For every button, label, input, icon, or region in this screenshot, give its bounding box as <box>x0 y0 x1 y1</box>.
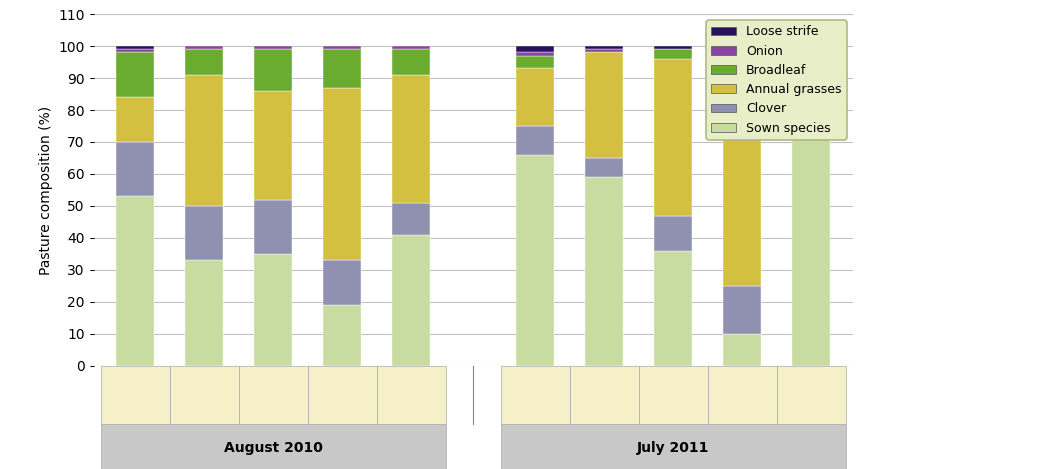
Bar <box>323 46 361 49</box>
Bar <box>116 46 154 49</box>
Bar <box>639 366 708 424</box>
Bar <box>516 155 554 366</box>
Bar <box>323 260 361 305</box>
Bar <box>101 424 445 469</box>
Bar <box>116 49 154 53</box>
Bar <box>792 116 830 139</box>
Bar <box>185 49 223 75</box>
Bar <box>185 46 223 49</box>
Bar <box>708 366 777 424</box>
Bar <box>392 46 431 49</box>
Bar <box>516 46 554 53</box>
Bar <box>724 78 761 286</box>
Text: August 2010: August 2010 <box>224 441 322 455</box>
Bar <box>724 46 761 56</box>
Bar <box>254 199 292 254</box>
Bar <box>724 56 761 78</box>
Bar <box>724 334 761 366</box>
Y-axis label: Pasture composition (%): Pasture composition (%) <box>38 106 52 274</box>
Bar <box>501 366 570 424</box>
Bar <box>792 49 830 116</box>
Bar <box>185 206 223 260</box>
Bar <box>792 139 830 366</box>
Bar <box>516 126 554 155</box>
Bar <box>654 46 693 49</box>
Bar <box>586 49 623 53</box>
Bar <box>516 56 554 68</box>
Bar <box>792 46 830 49</box>
Bar <box>116 197 154 366</box>
Bar <box>570 366 639 424</box>
Bar <box>254 46 292 49</box>
Bar <box>586 158 623 177</box>
Bar <box>777 366 846 424</box>
Bar <box>654 59 693 216</box>
Bar <box>654 49 693 59</box>
Bar <box>586 46 623 49</box>
Bar <box>586 53 623 158</box>
Bar <box>308 366 376 424</box>
Bar <box>116 97 154 142</box>
Bar <box>116 53 154 97</box>
Bar <box>323 49 361 88</box>
Bar <box>185 75 223 206</box>
Legend: Loose strife, Onion, Broadleaf, Annual grasses, Clover, Sown species: Loose strife, Onion, Broadleaf, Annual g… <box>706 20 847 140</box>
Bar <box>392 75 431 203</box>
Bar <box>392 49 431 75</box>
Bar <box>724 286 761 334</box>
Bar <box>516 53 554 56</box>
Bar <box>501 424 846 469</box>
Bar <box>376 366 445 424</box>
Bar <box>254 91 292 199</box>
Bar <box>238 366 308 424</box>
Bar <box>254 49 292 91</box>
Bar <box>654 216 693 251</box>
Bar <box>323 88 361 260</box>
Bar <box>586 177 623 366</box>
Bar <box>323 305 361 366</box>
Bar <box>392 203 431 234</box>
Bar <box>654 251 693 366</box>
Bar <box>516 68 554 126</box>
Bar <box>170 366 238 424</box>
Bar <box>101 366 170 424</box>
Bar <box>392 234 431 366</box>
Bar <box>185 260 223 366</box>
Text: July 2011: July 2011 <box>638 441 709 455</box>
Bar <box>116 142 154 197</box>
Bar <box>254 254 292 366</box>
